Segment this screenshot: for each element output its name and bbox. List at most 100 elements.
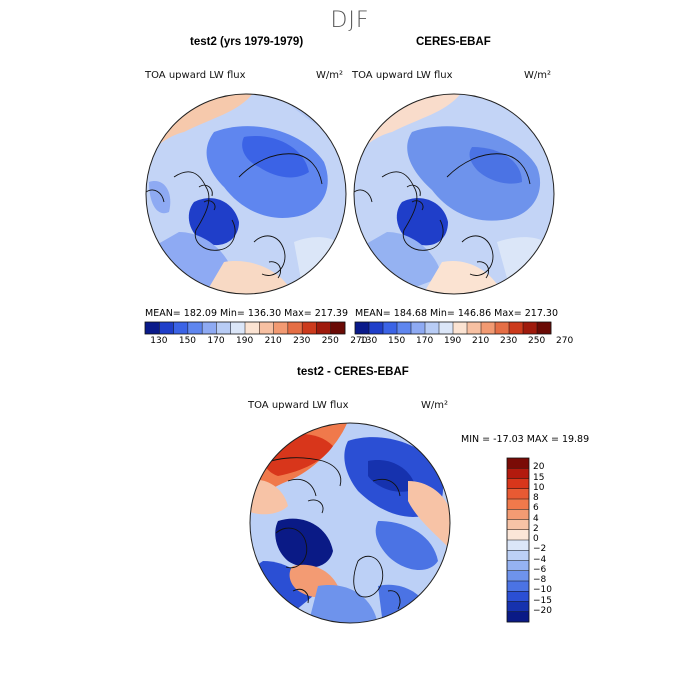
colorbar-tick-label: 210	[472, 336, 490, 346]
colorbar-tick-label: 270	[556, 336, 574, 346]
units-label-model: W/m²	[316, 70, 344, 81]
colorbar-ticks-right: 130 150 170 190 210 230 250 270	[355, 336, 573, 348]
colorbar-tick-label: 230	[500, 336, 518, 346]
colorbar-swatch	[507, 499, 529, 510]
colorbar-tick-label: 0	[533, 534, 539, 544]
stats-obs: MEAN= 184.68 Min= 146.86 Max= 217.30	[355, 308, 559, 319]
colorbar-swatch	[507, 519, 529, 531]
colorbar-swatch	[287, 322, 303, 334]
colorbar-tick-label: 130	[360, 336, 378, 346]
colorbar-tick-label: 10	[533, 482, 545, 493]
colorbar-swatch	[507, 509, 529, 520]
cold-core-arctic	[206, 126, 328, 218]
colorbar-swatch	[507, 540, 529, 551]
colorbar-swatch	[507, 458, 529, 469]
colorbar-swatch	[523, 322, 538, 334]
coastlines-obs	[354, 153, 531, 279]
colorbar-swatch	[467, 322, 482, 334]
colorbar-tick-label: 170	[416, 336, 434, 346]
colorbar-swatch	[507, 468, 529, 479]
colorbar-top-left	[144, 321, 346, 335]
colorbar-swatch	[507, 478, 529, 490]
colorbar-tick-label: 2	[533, 523, 539, 534]
colorbar-tick-label: −8	[533, 575, 547, 585]
colorbar-swatch	[145, 322, 160, 334]
colorbar-swatch	[355, 322, 370, 334]
colorbar-swatch	[507, 570, 529, 582]
cold-anomaly-greenland	[275, 518, 333, 568]
colorbar-tick-label: 20	[533, 462, 545, 473]
greenland-cold	[188, 198, 239, 246]
colorbar-tick-label: 150	[178, 336, 197, 346]
warm-region-s	[204, 261, 294, 294]
colorbar-swatch	[481, 322, 496, 334]
colorbar-swatch	[507, 591, 529, 602]
variable-label-diff: TOA upward LW flux	[248, 400, 349, 411]
colorbar-swatch	[302, 322, 317, 334]
colorbar-swatch	[273, 322, 289, 334]
colorbar-tick-label: 170	[207, 336, 225, 346]
colorbar-swatch	[507, 529, 529, 541]
colorbar-tick-label: 6	[533, 503, 539, 514]
colorbar-swatch	[216, 322, 232, 334]
colorbar-tick-label: 150	[388, 336, 406, 346]
colorbar-swatch	[330, 322, 346, 334]
colorbar-swatch	[507, 601, 529, 613]
colorbar-tick-label: 270	[350, 336, 368, 346]
variable-label-obs: TOA upward LW flux	[352, 70, 453, 81]
colorbar-swatch	[316, 322, 332, 334]
colorbar-swatch	[507, 560, 529, 572]
colorbar-swatch	[507, 581, 529, 592]
colorbar-swatch	[159, 322, 174, 334]
colorbar-swatch	[495, 322, 510, 334]
colorbar-tick-label: −15	[533, 595, 552, 606]
colorbar-tick-label: 250	[528, 336, 546, 346]
colorbar-ticks-left: 130 150 170 190 210 230 250 270	[145, 336, 367, 348]
map-diff	[249, 422, 451, 624]
colorbar-swatch	[537, 322, 552, 334]
colorbar-swatch	[453, 322, 468, 334]
colorbar-tick-label: −10	[533, 585, 552, 596]
colorbar-swatch	[259, 322, 274, 334]
colorbar-diff	[506, 457, 530, 623]
colorbar-tick-label: 250	[321, 336, 339, 346]
colorbar-tick-label: 8	[533, 493, 539, 503]
colorbar-swatch	[230, 322, 246, 334]
colorbar-swatch	[411, 322, 426, 334]
colorbar-top-right	[354, 321, 552, 335]
colorbar-tick-label: 15	[533, 472, 545, 483]
colorbar-swatch	[507, 550, 529, 561]
cold-core-arctic	[407, 126, 541, 221]
colorbar-swatch	[425, 322, 440, 334]
colorbar-tick-label: −20	[533, 605, 552, 616]
colorbar-swatch	[202, 322, 217, 334]
map-obs	[353, 93, 555, 295]
colorbar-tick-label: 4	[533, 513, 539, 524]
stats-model: MEAN= 182.09 Min= 136.30 Max= 217.39	[145, 308, 349, 319]
colorbar-tick-label: 230	[293, 336, 311, 346]
colorbar-swatch	[369, 322, 384, 334]
colorbar-tick-label: 210	[264, 336, 282, 346]
colorbar-tick-label: 130	[150, 336, 168, 346]
colorbar-swatch	[187, 322, 203, 334]
colorbar-swatch	[397, 322, 412, 334]
colorbar-tick-label: 190	[444, 336, 462, 346]
colorbar-swatch	[245, 322, 260, 334]
colorbar-tick-label: −4	[533, 554, 547, 565]
panel-title-obs: CERES-EBAF	[416, 36, 491, 48]
colorbar-swatch	[507, 611, 529, 623]
units-label-obs: W/m²	[524, 70, 552, 81]
colorbar-swatch	[439, 322, 454, 334]
greenland-cold	[396, 198, 448, 246]
colorbar-swatch	[507, 488, 529, 500]
coastlines-diff	[257, 457, 401, 610]
colorbar-diff-ticks: 20 15 10 8 6 4 2 0 −2 −4 −6 −8 −10 −15 −20	[533, 458, 573, 622]
colorbar-swatch	[509, 322, 524, 334]
season-title: DJF	[330, 8, 370, 33]
colorbar-tick-label: 190	[236, 336, 254, 346]
stats-diff: MIN = -17.03 MAX = 19.89	[461, 434, 590, 445]
map-model	[145, 93, 347, 295]
coastlines-model	[146, 153, 323, 279]
colorbar-tick-label: −2	[533, 544, 547, 555]
units-label-diff: W/m²	[421, 400, 449, 411]
